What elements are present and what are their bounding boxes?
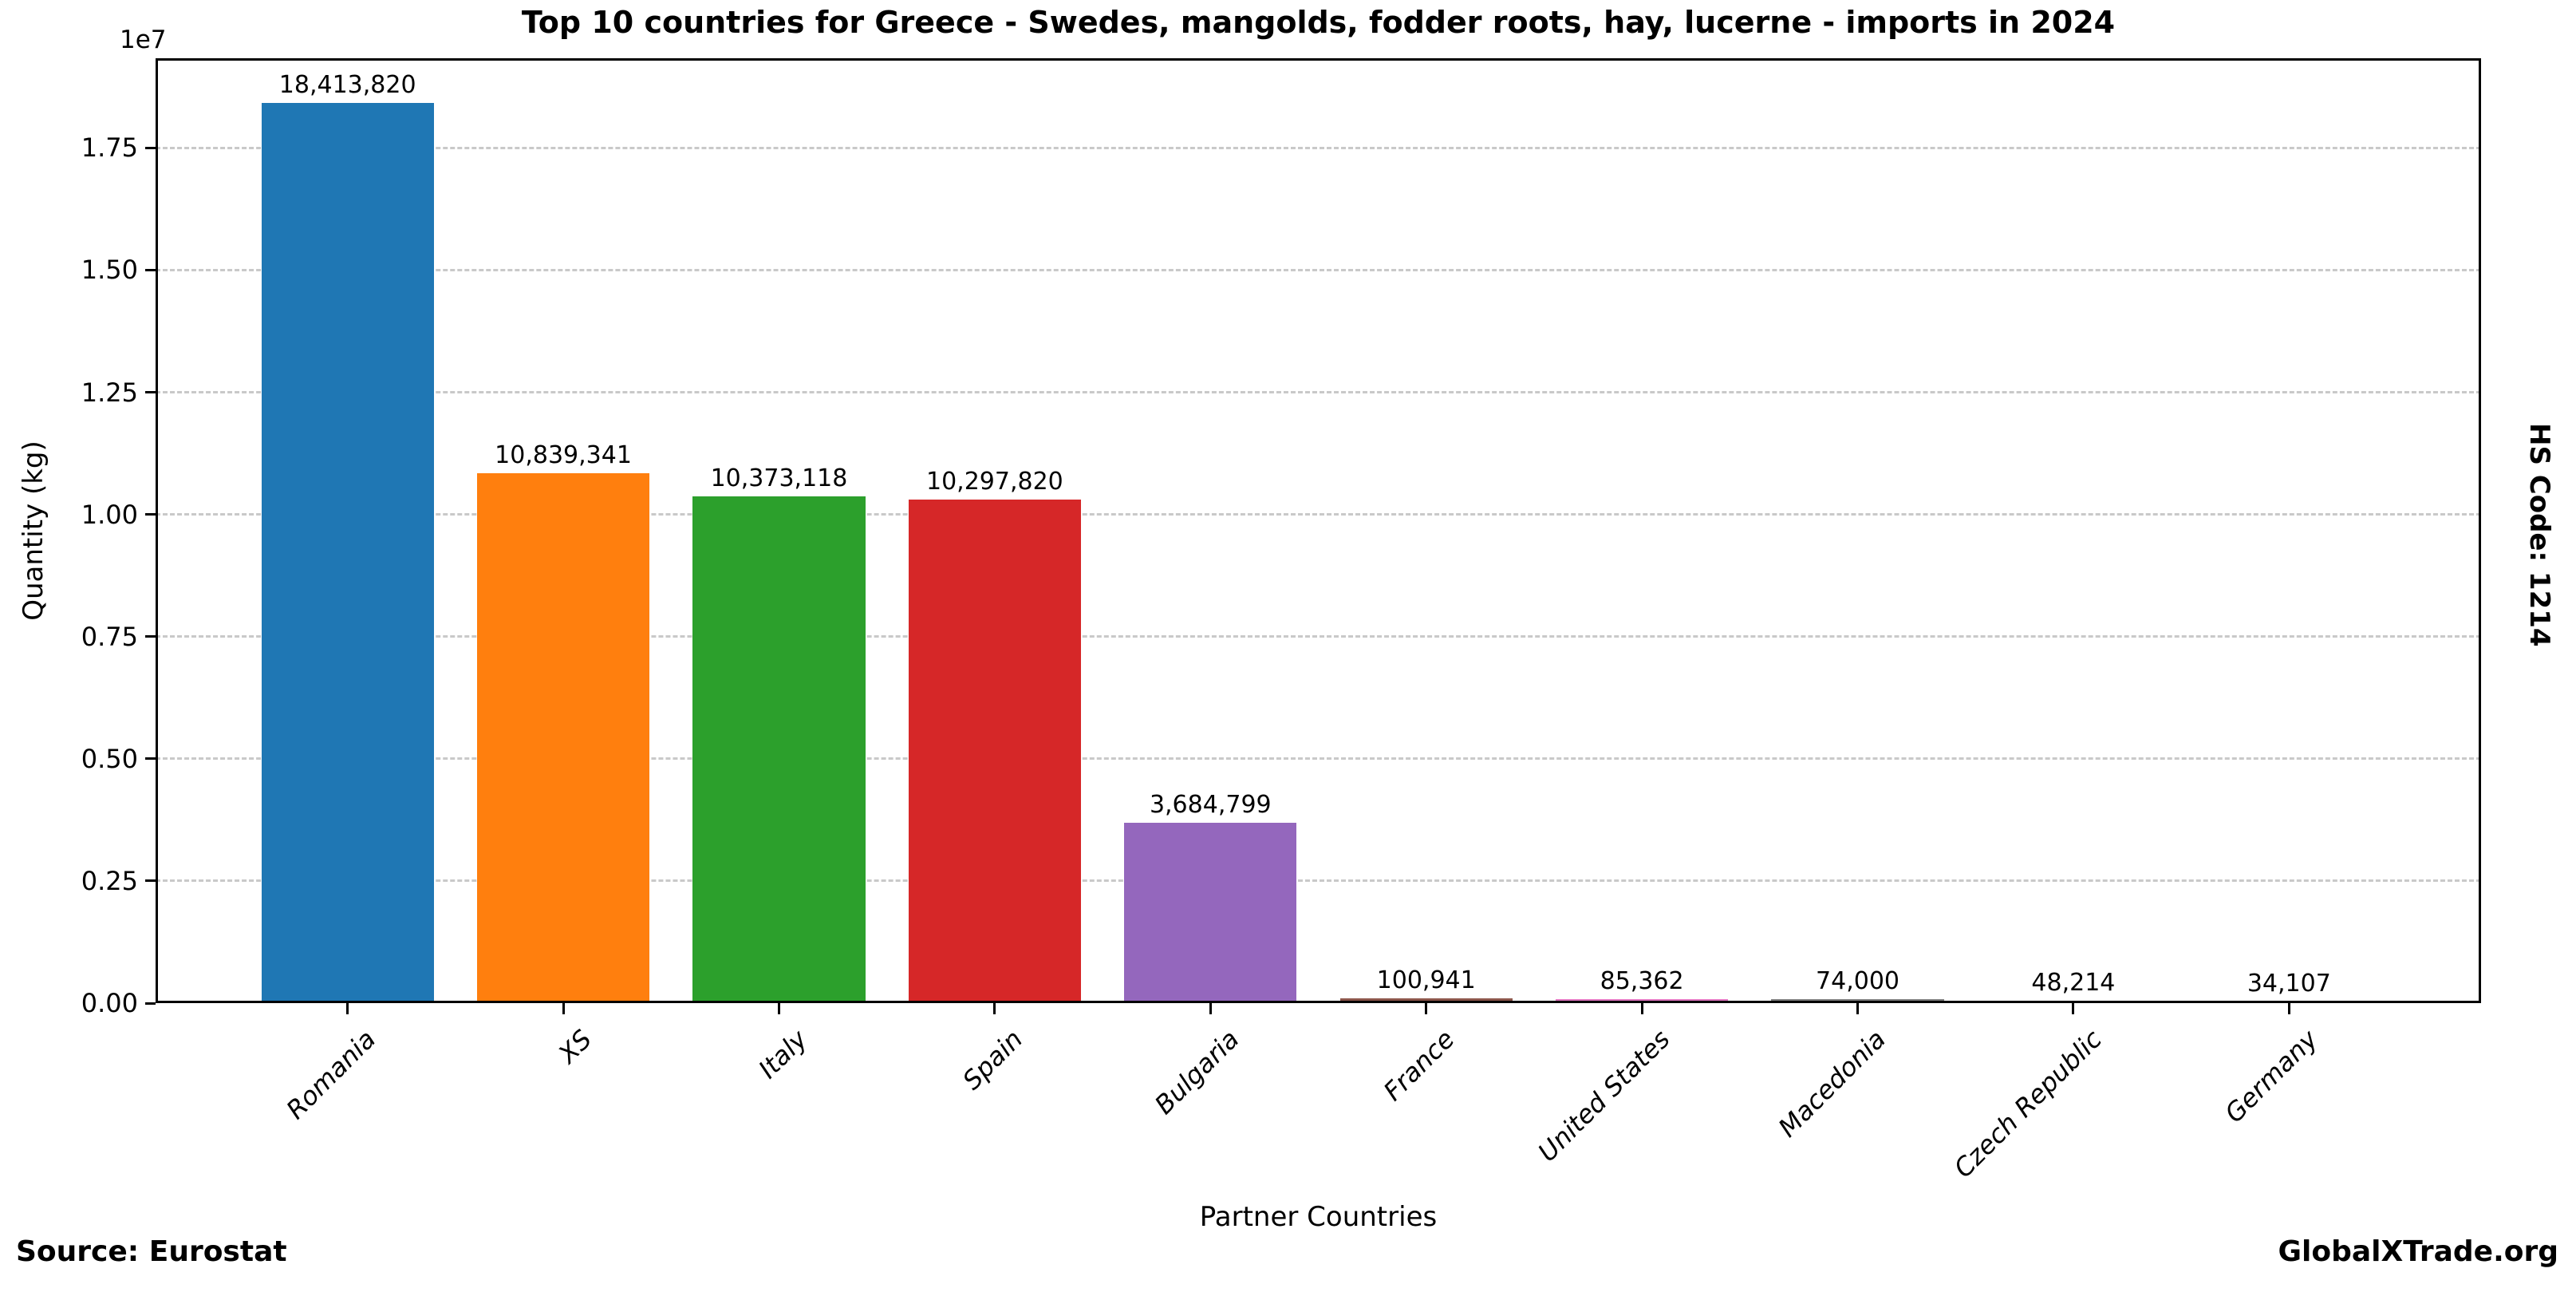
value-label-france: 100,941	[1376, 966, 1476, 994]
y-axis-offset-text: 1e7	[120, 26, 167, 54]
bar-romania	[261, 103, 434, 1003]
y-tick-mark	[145, 635, 156, 638]
x-tick-mark	[777, 1003, 780, 1014]
bar-spain	[908, 500, 1082, 1003]
y-tick-label: 0.50	[81, 743, 138, 774]
value-label-czech-republic: 48,214	[2031, 969, 2116, 998]
x-tick-mark	[993, 1003, 996, 1014]
x-tick-label-bulgaria: Bulgaria	[1148, 1024, 1245, 1120]
x-tick-label-italy: Italy	[752, 1024, 814, 1085]
x-tick-mark	[1640, 1003, 1643, 1014]
y-tick-label: 1.25	[81, 377, 138, 408]
gridline-0.50	[156, 757, 2481, 761]
x-axis-label: Partner Countries	[1199, 1201, 1438, 1233]
x-tick-mark	[346, 1003, 349, 1014]
y-tick-mark	[145, 146, 156, 149]
brand-label: GlobalXTrade.org	[2278, 1235, 2558, 1268]
bar-xs	[476, 473, 650, 1003]
gridline-1.25	[156, 391, 2481, 394]
x-tick-label-romania: Romania	[280, 1024, 382, 1125]
y-tick-label: 0.00	[81, 988, 138, 1018]
y-tick-label: 1.75	[81, 132, 138, 164]
gridline-1.00	[156, 513, 2481, 516]
value-label-italy: 10,373,118	[710, 464, 848, 492]
y-tick-label: 1.50	[81, 255, 138, 286]
value-label-united-states: 85,362	[1600, 966, 1684, 995]
value-label-germany: 34,107	[2247, 969, 2331, 998]
y-tick-label: 0.25	[81, 865, 138, 896]
x-tick-mark	[2072, 1003, 2075, 1014]
y-tick-mark	[145, 879, 156, 883]
value-label-romania: 18,413,820	[278, 71, 416, 100]
value-label-bulgaria: 3,684,799	[1149, 791, 1272, 820]
x-tick-label-czech-republic: Czech Republic	[1947, 1024, 2108, 1184]
x-tick-label-macedonia: Macedonia	[1773, 1024, 1892, 1144]
y-axis-label: Quantity (kg)	[18, 441, 49, 621]
x-tick-mark	[1856, 1003, 1860, 1014]
x-tick-label-france: France	[1377, 1024, 1461, 1107]
gridline-1.75	[156, 146, 2481, 149]
bar-italy	[692, 496, 866, 1003]
y-tick-mark	[145, 268, 156, 271]
x-tick-mark	[562, 1003, 565, 1014]
chart-title: Top 10 countries for Greece - Swedes, ma…	[521, 5, 2116, 40]
y-tick-mark	[145, 1002, 156, 1005]
x-tick-label-xs: XS	[552, 1024, 598, 1069]
y-tick-mark	[145, 391, 156, 394]
bar-france	[1339, 998, 1513, 1003]
gridline-0.75	[156, 635, 2481, 638]
x-tick-mark	[1425, 1003, 1428, 1014]
value-label-spain: 10,297,820	[925, 468, 1063, 496]
bar-united-states	[1555, 998, 1729, 1003]
bar-bulgaria	[1124, 823, 1297, 1003]
y-tick-label: 0.75	[81, 621, 138, 652]
x-tick-label-germany: Germany	[2218, 1024, 2324, 1129]
y-tick-label: 1.00	[81, 499, 138, 530]
y-tick-mark	[145, 757, 156, 761]
value-label-xs: 10,839,341	[495, 441, 632, 470]
gridline-0.25	[156, 879, 2481, 883]
bar-macedonia	[1771, 999, 1944, 1003]
gridline-1.50	[156, 268, 2481, 271]
value-label-macedonia: 74,000	[1816, 967, 1899, 996]
x-tick-mark	[1209, 1003, 1212, 1014]
source-label: Source: Eurostat	[16, 1235, 287, 1268]
x-tick-label-united-states: United States	[1532, 1024, 1676, 1168]
plot-area	[156, 58, 2481, 1003]
hs-code-label: HS Code: 1214	[2523, 423, 2555, 647]
y-tick-mark	[145, 513, 156, 516]
bar-czech-republic	[1986, 1001, 2160, 1003]
bar-germany	[2203, 1001, 2376, 1003]
x-tick-label-spain: Spain	[957, 1024, 1029, 1096]
x-tick-mark	[2287, 1003, 2290, 1014]
